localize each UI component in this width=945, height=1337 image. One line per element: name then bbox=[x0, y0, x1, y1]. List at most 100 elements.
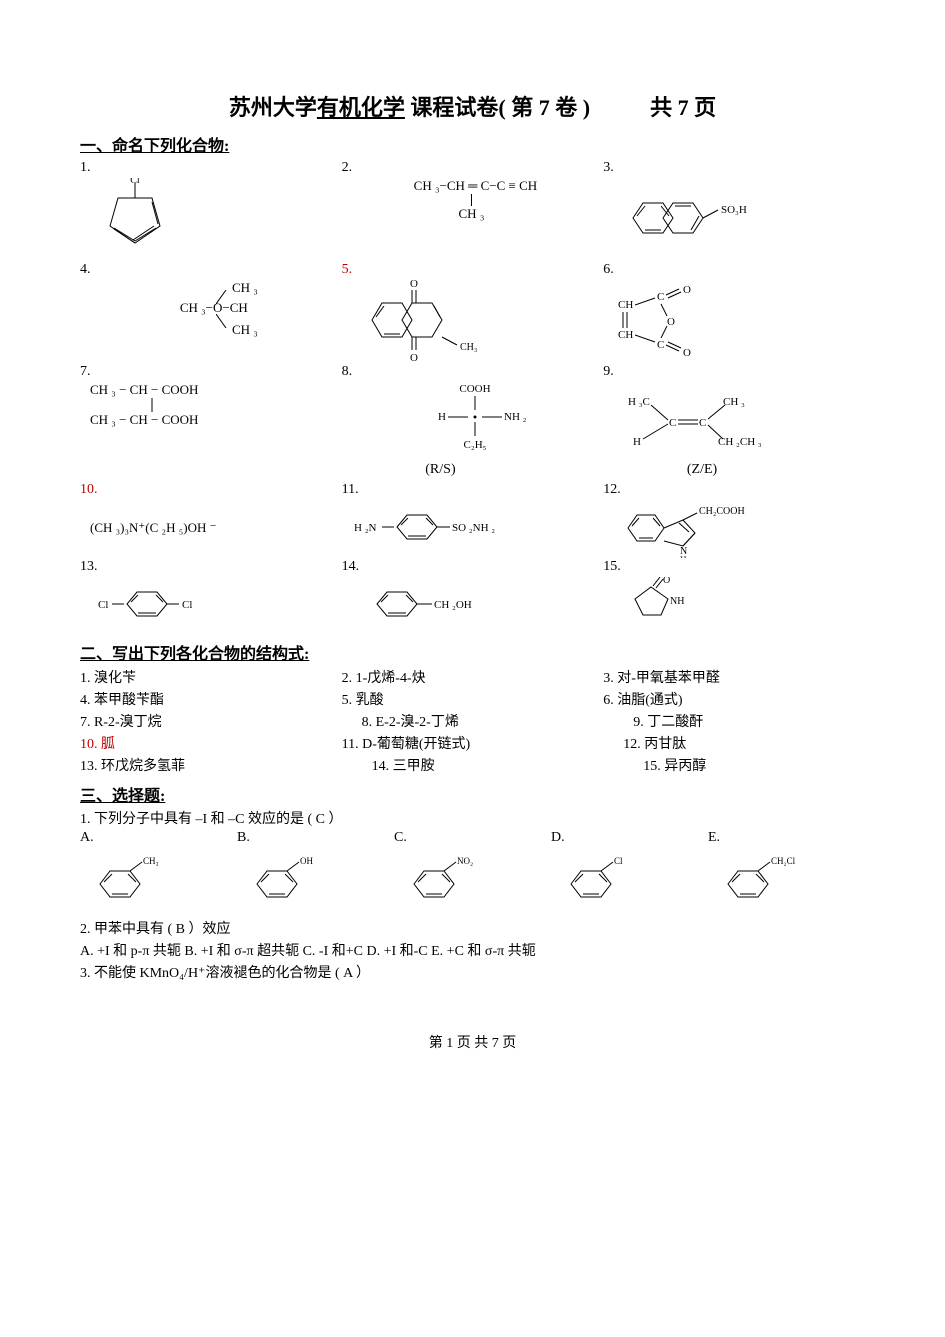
q9-num: 9. bbox=[603, 364, 861, 380]
svg-text:C: C bbox=[657, 291, 664, 303]
s2-item-6: 6. 油脂(通式) bbox=[603, 688, 865, 710]
q1-opt-a-label: A. bbox=[80, 830, 237, 846]
q8-structure: COOH H NH ₂ C₂H₅ bbox=[342, 382, 600, 462]
s3-q1: 1. 下列分子中具有 –I 和 –C 效应的是 ( C ） bbox=[80, 808, 865, 828]
pages-label: 共 bbox=[650, 95, 678, 120]
q8-num: 8. bbox=[342, 364, 600, 380]
q14-structure: CH ₂OH bbox=[342, 577, 600, 632]
svg-text:NO₂: NO₂ bbox=[457, 856, 473, 866]
s2-item-1: 1. 溴化苄 bbox=[80, 666, 342, 688]
svg-text:O: O bbox=[667, 316, 675, 328]
q7-num: 7. bbox=[80, 364, 338, 380]
s2-item-15: 15. 异丙醇 bbox=[603, 754, 865, 776]
q3-structure: SO₃H bbox=[603, 178, 861, 258]
q1-opt-c-struct: NO₂ bbox=[394, 846, 551, 916]
q2-num: 2. bbox=[342, 160, 600, 176]
q6-num: 6. bbox=[603, 262, 861, 278]
svg-text:C₂H₅: C₂H₅ bbox=[464, 439, 487, 451]
q3-num: 3. bbox=[603, 160, 861, 176]
s2-item-11: 11. D-葡萄糖(开链式) bbox=[342, 732, 604, 754]
title-pages: 共 7 页 bbox=[650, 90, 716, 122]
svg-text:O: O bbox=[410, 278, 418, 290]
svg-text:C: C bbox=[669, 417, 676, 429]
q2-frag-c: CH bbox=[519, 178, 537, 193]
title-label-a: 课程试卷( 第 bbox=[405, 95, 539, 120]
q1-num: 1. bbox=[80, 160, 338, 176]
q1-opt-e-label: E. bbox=[708, 830, 865, 846]
s3-q1-structures: CH₃ OH NO₂ Cl CH₂Cl bbox=[80, 846, 865, 916]
s3-q3: 3. 不能使 KMnO₄/H⁺溶液褪色的化合物是 ( A ） bbox=[80, 962, 865, 982]
s3-q2-opts: A. +I 和 p-π 共轭 B. +I 和 σ-π 超共轭 C. -I 和+C… bbox=[80, 940, 865, 960]
svg-text:CH ₃: CH ₃ bbox=[723, 396, 745, 408]
q14-num: 14. bbox=[342, 559, 600, 575]
s2-item-14: 14. 三甲胺 bbox=[342, 754, 604, 776]
svg-text:SO ₂NH ₂: SO ₂NH ₂ bbox=[452, 522, 495, 534]
svg-text:CH ₂OH: CH ₂OH bbox=[434, 599, 472, 611]
s2-item-4: 4. 苯甲酸苄酯 bbox=[80, 688, 342, 710]
s2-item-7: 7. R-2-溴丁烷 bbox=[80, 710, 342, 732]
q12-num: 12. bbox=[603, 482, 861, 498]
svg-text:CH₂Cl: CH₂Cl bbox=[771, 856, 796, 866]
s2-item-10: 10. 胍 bbox=[80, 732, 342, 754]
s2-item-13: 13. 环戊烷多氢菲 bbox=[80, 754, 342, 776]
q10-num: 10. bbox=[80, 482, 338, 498]
q5-structure: O O CH₃ bbox=[342, 280, 600, 360]
svg-text:CH: CH bbox=[618, 299, 633, 311]
section3-heading: 三、选择题: bbox=[80, 782, 865, 806]
q15-structure: O NH bbox=[603, 577, 861, 632]
pages-suffix: 页 bbox=[689, 95, 717, 120]
svg-text:H ₃C: H ₃C bbox=[628, 396, 650, 408]
svg-text:Cl: Cl bbox=[130, 178, 140, 186]
q4-num: 4. bbox=[80, 262, 338, 278]
q1-opt-b-struct: OH bbox=[237, 846, 394, 916]
q13-structure: Cl Cl bbox=[80, 577, 338, 632]
q11-num: 11. bbox=[342, 482, 600, 498]
svg-text:CH₃: CH₃ bbox=[143, 856, 159, 866]
title-label-b: 卷 ) bbox=[550, 95, 590, 120]
s3-q2: 2. 甲苯中具有 ( B ）效应 bbox=[80, 918, 865, 938]
q7-line-b: CH ₃ − CH − COOH bbox=[90, 412, 198, 428]
svg-text:O: O bbox=[683, 284, 691, 296]
s2-item-5: 5. 乳酸 bbox=[342, 688, 604, 710]
q13-num: 13. bbox=[80, 559, 338, 575]
page-footer: 第 1 页 共 7 页 bbox=[80, 1032, 865, 1052]
svg-text:Cl: Cl bbox=[614, 856, 623, 866]
q12-structure: N H CH₂COOH bbox=[603, 500, 861, 555]
svg-text:CH₃: CH₃ bbox=[460, 342, 477, 353]
q1-opt-e-struct: CH₂Cl bbox=[708, 846, 865, 916]
s2-item-8: 8. E-2-溴-2-丁烯 bbox=[342, 710, 604, 732]
q11-structure: H ₂N SO ₂NH ₂ bbox=[342, 500, 600, 555]
q1-opt-a-struct: CH₃ bbox=[80, 846, 237, 916]
q4-ch3-top: CH ₃ bbox=[232, 280, 258, 296]
svg-text:COOH: COOH bbox=[460, 383, 491, 395]
svg-text:CH ₂CH ₃: CH ₂CH ₃ bbox=[718, 436, 762, 448]
svg-text:CH₂COOH: CH₂COOH bbox=[699, 506, 745, 517]
exam-page: 苏州大学有机化学 课程试卷( 第 7 卷 ) 共 7 页 一、命名下列化合物: … bbox=[0, 0, 945, 1092]
s2-item-12: 12. 丙甘肽 bbox=[603, 732, 865, 754]
page-title: 苏州大学有机化学 课程试卷( 第 7 卷 ) 共 7 页 bbox=[80, 90, 865, 122]
q8-caption: (R/S) bbox=[342, 462, 600, 478]
s2-item-9: 9. 丁二酸酐 bbox=[603, 710, 865, 732]
section1-grid: 1. Cl 2. CH ₃−CH ═ C−C bbox=[80, 158, 865, 634]
q2-frag-b: C−C bbox=[481, 178, 506, 193]
q7-line-a: CH ₃ − CH − COOH bbox=[90, 382, 198, 398]
q1-structure: Cl bbox=[80, 178, 338, 258]
svg-text:O: O bbox=[663, 577, 670, 586]
q2-structure: CH ₃−CH ═ C−C ≡ CH CH ₃ bbox=[342, 178, 600, 258]
q15-num: 15. bbox=[603, 559, 861, 575]
svg-text:OH: OH bbox=[300, 856, 313, 866]
q2-frag-d: CH ₃ bbox=[459, 206, 485, 222]
s3-q1-options-labels: A. B. C. D. E. bbox=[80, 830, 865, 846]
svg-text:C: C bbox=[657, 339, 664, 351]
q7-structure: CH ₃ − CH − COOH CH ₃ − CH − COOH bbox=[80, 382, 338, 462]
volume-number: 7 bbox=[539, 95, 550, 120]
q9-caption: (Z/E) bbox=[603, 462, 861, 478]
svg-text:C: C bbox=[699, 417, 706, 429]
svg-text:SO₃H: SO₃H bbox=[721, 204, 747, 216]
svg-text:NH ₂: NH ₂ bbox=[504, 411, 527, 423]
q2-frag-a: CH ₃−CH bbox=[414, 178, 465, 193]
q1-opt-d-label: D. bbox=[551, 830, 708, 846]
svg-text:NH: NH bbox=[670, 596, 684, 607]
q4-ch3-bot: CH ₃ bbox=[232, 322, 258, 338]
s2-item-2: 2. 1-戊烯-4-炔 bbox=[342, 666, 604, 688]
